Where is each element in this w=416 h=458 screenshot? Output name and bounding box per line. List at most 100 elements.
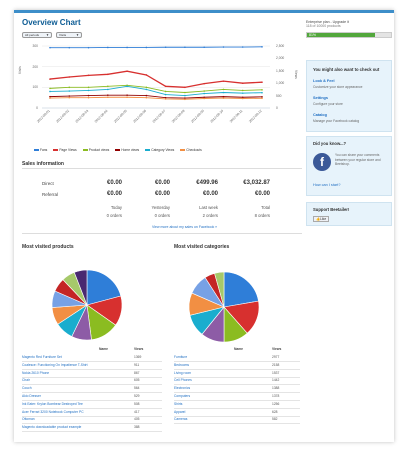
legend-item[interactable]: Page Views — [53, 148, 77, 152]
divider — [22, 168, 302, 169]
row-views: 605 — [134, 378, 140, 383]
data-point — [49, 78, 51, 80]
table-row[interactable]: Electronics 1388 — [174, 385, 300, 394]
pie-slice[interactable] — [223, 271, 259, 308]
row-name-link[interactable]: Apparel — [174, 409, 186, 414]
row-name-link[interactable]: Akio Dresser — [22, 394, 41, 398]
legend-label: Product views — [88, 148, 110, 152]
like-button[interactable]: 👍Like — [313, 216, 329, 222]
row-name-link[interactable]: Magento downloadable product example — [22, 425, 82, 430]
row-name-link[interactable]: Electronics — [174, 386, 191, 391]
period-select[interactable]: All periods ▼ — [22, 32, 52, 38]
sales-orders-count: 0 orders — [106, 213, 122, 218]
row-views: 911 — [134, 362, 140, 367]
data-point — [68, 46, 71, 49]
table-row[interactable]: Nokia 2610 Phone 867 — [22, 370, 162, 378]
table-row[interactable]: Furniture 2977 — [174, 354, 300, 362]
right-axis-tick: 1,000 — [276, 81, 285, 86]
data-point — [241, 89, 244, 92]
legend-item[interactable]: Checkouts — [180, 148, 202, 152]
data-point — [49, 97, 51, 99]
table-row[interactable]: Magento downloadable product example 388 — [22, 424, 162, 433]
sales-row-label: Direct — [42, 181, 54, 186]
table-row[interactable]: Shirts 1256 — [174, 401, 300, 409]
data-point — [145, 46, 148, 49]
table-row[interactable]: Acer Ferrari 3200 Notebook Computer PC 41… — [22, 409, 162, 417]
stats-select[interactable]: Visits ▼ — [56, 32, 82, 38]
row-name-link[interactable]: Chair — [22, 378, 30, 383]
chevron-down-icon: ▼ — [76, 33, 79, 37]
table-row[interactable]: Computers 1378 — [174, 393, 300, 401]
legend-item[interactable]: Category Views — [145, 148, 174, 152]
data-point — [222, 95, 225, 98]
row-name-link[interactable]: Living room — [174, 370, 192, 375]
table-row[interactable]: Ink Eater: Krylon Bombear Destroyed Tee 5… — [22, 401, 162, 409]
table-row[interactable]: Coalesce: Functioning On Impatience T-Sh… — [22, 362, 162, 370]
row-divider — [174, 423, 300, 425]
data-point — [87, 94, 90, 97]
table-row[interactable]: Cameras 582 — [174, 416, 300, 425]
pie-slice[interactable] — [73, 269, 88, 306]
row-name-link[interactable]: Magento Red Furniture Set — [22, 355, 62, 359]
data-point — [222, 46, 225, 48]
row-name-link[interactable]: Coalesce: Functioning On Impatience T-Sh… — [22, 362, 88, 367]
row-views: 417 — [134, 409, 140, 414]
x-tick-label: 2012-08-06 — [132, 109, 147, 124]
sales-value: €3,032.87 — [243, 180, 270, 186]
did-you-know-panel: Did you know...? f You can share your co… — [306, 136, 392, 196]
pie-slice[interactable] — [214, 271, 225, 308]
row-name-link[interactable]: Cameras — [174, 417, 188, 422]
row-name-link[interactable]: Nokia 2610 Phone — [22, 370, 50, 375]
row-name-link[interactable]: Bedrooms — [174, 362, 190, 367]
row-name-link[interactable]: Computers — [174, 394, 191, 398]
checkout-item-link[interactable]: Catalog — [313, 113, 327, 117]
pie-slice[interactable] — [86, 269, 122, 306]
legend-item[interactable]: Fans — [34, 148, 47, 152]
left-axis-tick: 200 — [32, 64, 38, 69]
table-row[interactable]: Living room 1537 — [174, 370, 300, 378]
row-name-link[interactable]: Ottoman — [22, 417, 35, 422]
like-label: Like — [320, 217, 327, 221]
table-row[interactable]: Chair 605 — [22, 377, 162, 386]
legend-item[interactable]: Home views — [115, 148, 139, 152]
table-row[interactable]: Apparel 628 — [174, 409, 300, 417]
row-divider — [174, 392, 300, 394]
checkout-item-link[interactable]: Look & Feel — [313, 79, 335, 83]
how-can-i-start-link[interactable]: How can I start? — [313, 183, 341, 187]
row-name-link[interactable]: Furniture — [174, 355, 188, 359]
sales-period-label: Yesterday — [151, 205, 170, 210]
legend-label: Category Views — [151, 148, 175, 152]
row-name-link[interactable]: Cell Phones — [174, 378, 192, 383]
row-name-link[interactable]: Acer Ferrari 3200 Notebook Computer PC — [22, 409, 84, 414]
table-row[interactable]: Couch 564 — [22, 385, 162, 394]
legend-item[interactable]: Product views — [82, 148, 110, 152]
row-name-link[interactable]: Couch — [22, 386, 32, 391]
legend-swatch-icon — [53, 149, 59, 151]
right-axis-tick: 1,500 — [276, 68, 285, 73]
table-row[interactable]: Bedrooms 2158 — [174, 362, 300, 370]
row-divider — [174, 407, 300, 409]
data-point — [184, 46, 186, 49]
data-point — [164, 90, 167, 93]
row-name-link[interactable]: Shirts — [174, 401, 183, 406]
right-axis-tick: 2,500 — [276, 44, 285, 48]
sales-orders-count: 8 orders — [254, 213, 270, 218]
data-point — [203, 97, 205, 100]
row-divider — [174, 361, 300, 362]
overview-line-chart: 2012-08-01 2012-08-02 2012-08-03 2012-08-04… — [36, 45, 270, 124]
row-name-link[interactable]: Ink Eater: Krylon Bombear Destroyed Tee — [22, 401, 83, 406]
checkout-item-link[interactable]: Settings — [313, 96, 328, 100]
table-row[interactable]: Cell Phones 1442 — [174, 377, 300, 386]
series-line-home-views — [49, 94, 263, 99]
data-point — [68, 76, 71, 78]
legend-swatch-icon — [180, 149, 186, 151]
row-divider — [22, 407, 162, 409]
share-text: You can share your comments between your… — [335, 153, 381, 166]
table-row[interactable]: Akio Dresser 529 — [22, 393, 162, 401]
table-row[interactable]: Magento Red Furniture Set 1369 — [22, 354, 162, 362]
table-row[interactable]: Ottoman 405 — [22, 416, 162, 425]
data-point — [222, 80, 225, 82]
sales-period-label: Today — [110, 205, 122, 210]
facebook-sales-link[interactable]: View more about my sales on Facebook » — [152, 225, 218, 229]
categories-pie-chart — [188, 271, 260, 343]
